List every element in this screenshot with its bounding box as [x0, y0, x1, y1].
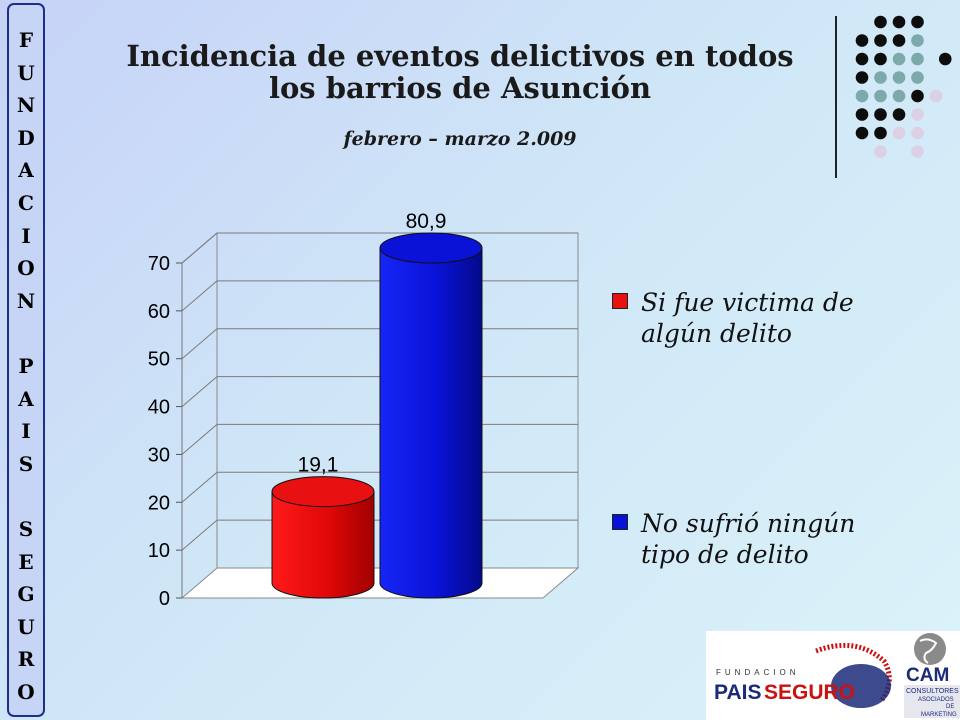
- decorative-dot: [911, 126, 924, 140]
- decorative-dot: [855, 71, 869, 84]
- legend-swatch-blue: [612, 514, 628, 530]
- decorative-dot: [874, 34, 887, 47]
- decorative-dot: [874, 145, 887, 158]
- decorative-dot: [855, 89, 869, 103]
- sidebar-letter: N: [16, 93, 36, 118]
- sidebar-letter: P: [18, 354, 34, 378]
- decorative-dot: [938, 52, 952, 66]
- sidebar-letter: O: [17, 680, 35, 704]
- bar-no-victim-top: [379, 232, 483, 264]
- decorative-dot: [911, 52, 924, 66]
- legend-label-victim-line1: Si fue victima de: [641, 288, 854, 317]
- y-tick-label: 30: [148, 444, 170, 466]
- y-tick-label: 40: [148, 397, 170, 419]
- decorative-dot: [874, 71, 887, 84]
- data-label: 80,9: [406, 210, 447, 233]
- logo-pais-text: PAIS: [714, 681, 761, 704]
- bar-victim: [271, 491, 375, 599]
- sidebar-letter: S: [18, 451, 34, 476]
- decorative-dot: [855, 108, 869, 121]
- legend-label-no-victim-line1: No sufrió ningún: [641, 509, 856, 538]
- page-subtitle: febrero – marzo 2.009: [343, 128, 577, 150]
- sidebar-letter: E: [18, 549, 34, 574]
- gridline: [181, 232, 578, 264]
- y-tick-label: 70: [148, 253, 170, 275]
- page-title: Incidencia de eventos delictivos en todo…: [100, 40, 820, 104]
- logo-cam-line-2: ASOCIADOS: [918, 697, 954, 703]
- legend-label-no-victim-line2: tipo de delito: [641, 540, 809, 569]
- decorative-dot: [874, 89, 887, 103]
- sidebar-letter: G: [17, 582, 35, 607]
- logo-cam-line-4: MARKETING: [921, 712, 957, 718]
- decorative-dot: [892, 34, 906, 47]
- decorative-dot: [911, 89, 924, 103]
- decorative-dot: [855, 52, 869, 66]
- legend-swatch-red: [612, 293, 628, 309]
- decorative-dot: [892, 108, 906, 121]
- sidebar-letter: C: [18, 191, 34, 215]
- decorative-dot: [929, 89, 943, 103]
- bar-no-victim: [379, 247, 483, 599]
- cam-logo: CAM CONSULTORES ASOCIADOS DE MARKETING: [900, 631, 960, 720]
- y-tick-label: 0: [159, 588, 170, 610]
- sidebar-letter: S: [18, 517, 34, 541]
- sidebar-letter: U: [17, 60, 35, 85]
- decorative-dot: [911, 71, 924, 84]
- sidebar-letter: R: [17, 647, 35, 672]
- decorative-dot: [911, 108, 924, 121]
- y-tick-label: 50: [148, 349, 170, 371]
- decorative-dot: [855, 126, 869, 140]
- logo-seguro-text: SEGURO: [764, 681, 855, 704]
- decorative-divider: [835, 16, 837, 178]
- decorative-dot: [911, 34, 924, 47]
- fundacion-pais-seguro-logo: FUNDACION PAIS SEGURO: [714, 642, 892, 708]
- decorative-dot: [874, 52, 887, 66]
- y-tick-label: 20: [148, 492, 170, 514]
- decorative-dot: [874, 126, 887, 140]
- logo-svg: FUNDACION PAIS SEGURO CAM CONSULTORES AS…: [714, 631, 960, 720]
- y-tick-label: 60: [148, 301, 170, 323]
- logo-fundacion-text: FUNDACION: [716, 668, 800, 677]
- logo-cam-line-1: CONSULTORES: [906, 688, 959, 695]
- logo-cam-line-3: DE: [946, 704, 954, 710]
- decorative-dot: [892, 126, 906, 140]
- legend-label-victim-line2: algún delito: [641, 319, 792, 348]
- sponsor-logos: FUNDACION PAIS SEGURO CAM CONSULTORES AS…: [706, 631, 960, 720]
- legend-label-no-victim: No sufrió ningún tipo de delito: [641, 508, 911, 570]
- decorative-dot: [874, 15, 887, 29]
- logo-cam-text: CAM: [906, 665, 949, 686]
- sidebar-letter: U: [17, 614, 35, 639]
- sidebar-letter: O: [17, 256, 35, 281]
- sidebar-letter: A: [18, 386, 34, 411]
- sidebar-letter: D: [17, 125, 35, 150]
- decorative-dot: [892, 89, 906, 103]
- sidebar-letter: N: [16, 288, 36, 313]
- sidebar-letter: F: [18, 28, 34, 52]
- decorative-dot: [911, 15, 924, 29]
- sidebar-letter: I: [21, 419, 31, 444]
- decorative-dot-grid: [855, 15, 952, 158]
- decorative-dot: [911, 145, 924, 158]
- decorative-dot: [855, 34, 869, 47]
- data-label: 19,1: [298, 454, 339, 477]
- title-line-2: los barrios de Asunción: [268, 71, 652, 105]
- decorative-dot: [892, 71, 906, 84]
- decorative-dot: [892, 15, 906, 29]
- decorative-dot: [874, 108, 887, 121]
- decorative-dot: [892, 52, 906, 66]
- sidebar-letter: A: [18, 158, 34, 183]
- y-tick-label: 10: [148, 540, 170, 562]
- sidebar-letter: I: [21, 223, 31, 248]
- bar-victim-top: [271, 476, 375, 508]
- legend-label-victim: Si fue victima de algún delito: [641, 287, 911, 349]
- title-line-1: Incidencia de eventos delictivos en todo…: [126, 39, 794, 73]
